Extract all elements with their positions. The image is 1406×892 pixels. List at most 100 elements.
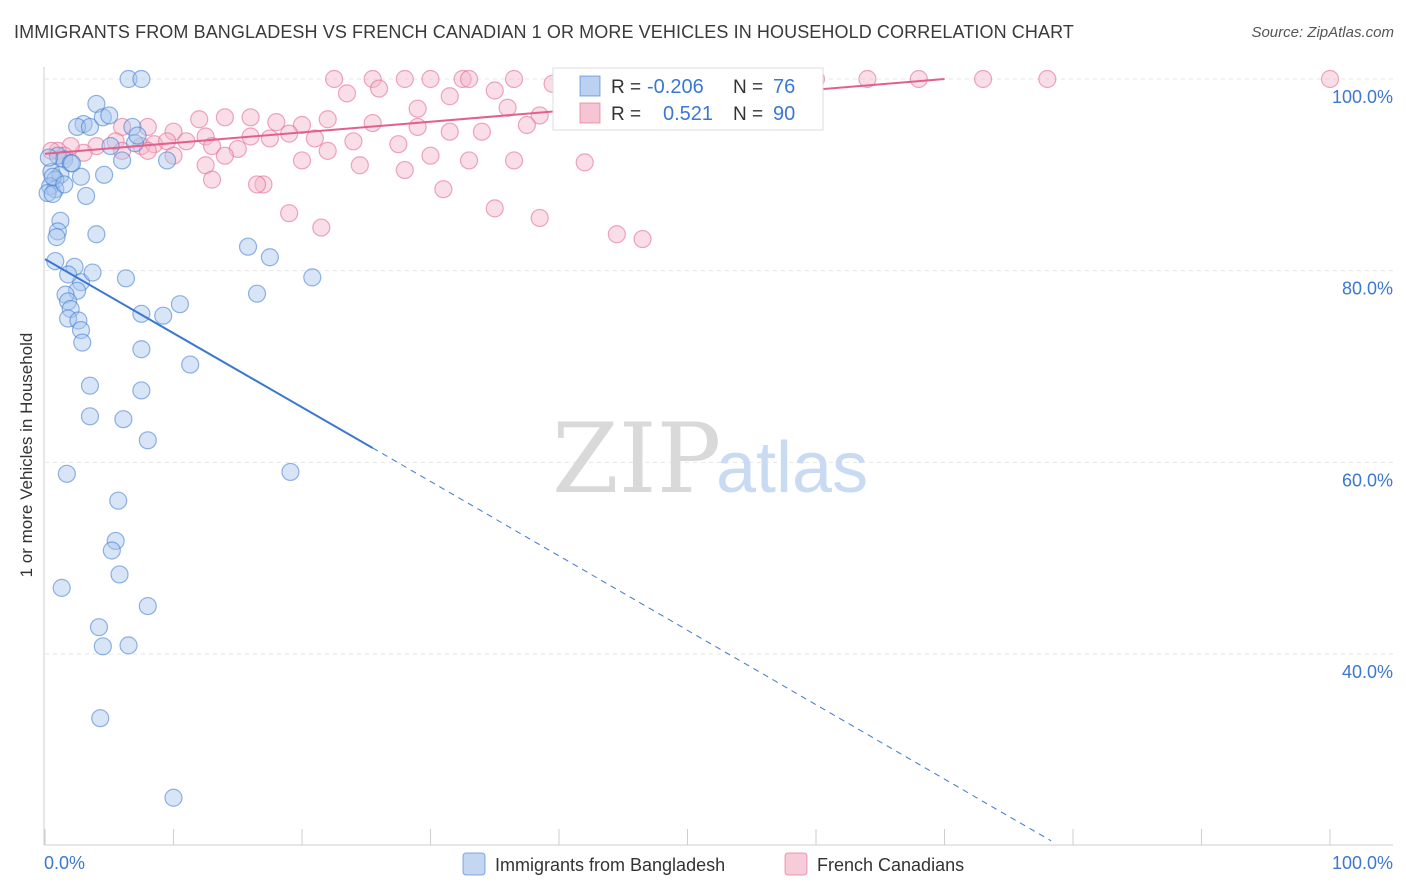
bangladesh-point-71 xyxy=(55,175,74,194)
french-canadian-point-49 xyxy=(260,129,279,148)
bangladesh-point-50 xyxy=(132,340,151,359)
bangladesh-point-57 xyxy=(57,464,76,483)
french-canadian-point-46 xyxy=(164,122,183,141)
french-canadian-point-78 xyxy=(350,156,369,175)
bottom-legend-swatch-pink xyxy=(784,852,808,876)
french-canadian-point-39 xyxy=(363,113,382,133)
data-points xyxy=(38,69,1340,807)
french-canadian-point-4 xyxy=(453,69,472,89)
bangladesh-point-58 xyxy=(281,462,300,482)
legend-swatch-pink xyxy=(579,102,601,124)
bangladesh-trend-extension xyxy=(372,447,1052,842)
french-canadian-point-79 xyxy=(395,160,414,180)
french-canadian-point-83 xyxy=(434,180,453,199)
legend-n-label-pink: N = xyxy=(733,104,763,125)
legend-r-value-pink: 0.521 xyxy=(663,103,713,125)
legend-swatch-blue xyxy=(579,75,601,97)
legend-r-label-blue: R = xyxy=(611,77,641,98)
bangladesh-point-64 xyxy=(138,596,157,616)
french-canadian-point-36 xyxy=(318,110,337,129)
axes xyxy=(43,67,1393,846)
french-canadian-point-32 xyxy=(530,106,549,125)
bangladesh-point-67 xyxy=(119,636,138,655)
bangladesh-point-66 xyxy=(93,637,112,656)
bangladesh-point-53 xyxy=(132,381,151,400)
y-tick-label-0: 40.0% xyxy=(1342,662,1393,682)
bottom-legend-swatch-blue xyxy=(462,852,486,876)
bangladesh-point-74 xyxy=(112,151,132,170)
french-canadian-point-88 xyxy=(607,225,626,244)
bangladesh-point-5 xyxy=(80,117,100,137)
french-canadian-point-26 xyxy=(440,87,459,106)
legend-n-label-blue: N = xyxy=(733,77,763,98)
bangladesh-point-47 xyxy=(260,248,279,267)
bottom-legend-label-pink: French Canadians xyxy=(817,855,964,875)
bangladesh-point-23 xyxy=(77,186,96,206)
french-canadian-point-74 xyxy=(504,151,524,170)
bottom-legend-label-blue: Immigrants from Bangladesh xyxy=(495,855,725,875)
bangladesh-point-21 xyxy=(38,183,57,203)
y-tick-label-2: 80.0% xyxy=(1342,279,1393,299)
french-canadian-point-84 xyxy=(280,204,299,223)
french-canadian-point-73 xyxy=(459,151,479,170)
grid xyxy=(45,78,1393,655)
bangladesh-point-48 xyxy=(303,268,322,287)
bangladesh-point-61 xyxy=(102,541,121,560)
bangladesh-point-75 xyxy=(101,136,120,156)
bangladesh-point-0 xyxy=(119,69,138,89)
bangladesh-point-25 xyxy=(48,222,67,241)
bangladesh-point-33 xyxy=(116,269,136,288)
legend-r-value-blue: -0.206 xyxy=(647,76,704,98)
bangladesh-point-4 xyxy=(68,117,87,137)
bangladesh-point-46 xyxy=(238,237,258,256)
bangladesh-point-65 xyxy=(89,618,109,637)
french-canadian-point-18 xyxy=(973,69,993,89)
bangladesh-point-52 xyxy=(80,376,100,395)
french-canadian-point-38 xyxy=(292,115,312,135)
bangladesh-point-54 xyxy=(80,407,100,426)
french-canadian-point-3 xyxy=(421,69,440,89)
bangladesh-point-17 xyxy=(71,167,91,186)
legend-r-label-pink: R = xyxy=(611,104,641,125)
bangladesh-point-60 xyxy=(106,531,125,551)
chart-title: IMMIGRANTS FROM BANGLADESH VS FRENCH CAN… xyxy=(14,22,1074,42)
french-canadian-point-72 xyxy=(421,146,440,165)
legend-n-value-pink: 90 xyxy=(773,103,795,125)
bangladesh-point-32 xyxy=(83,263,102,282)
french-canadian-point-71 xyxy=(318,141,337,160)
french-canadian-point-1 xyxy=(363,69,382,89)
french-canadian-point-16 xyxy=(858,69,877,89)
source-label: Source: ZipAtlas.com xyxy=(1251,24,1394,41)
x-tick-labels: 0.0% 100.0% xyxy=(44,853,1393,873)
bangladesh-point-56 xyxy=(138,431,157,450)
bangladesh-point-28 xyxy=(157,151,177,170)
french-canadian-point-19 xyxy=(1038,69,1057,89)
french-canadian-point-82 xyxy=(247,175,267,194)
bangladesh-point-26 xyxy=(47,228,66,247)
french-canadian-point-89 xyxy=(633,229,652,249)
bangladesh-point-35 xyxy=(68,281,87,300)
bangladesh-point-63 xyxy=(52,578,71,597)
bangladesh-trend-line xyxy=(44,258,374,449)
french-canadian-point-24 xyxy=(370,79,389,98)
french-canadian-point-6 xyxy=(504,69,524,89)
bangladesh-point-62 xyxy=(110,565,129,584)
bangladesh-point-10 xyxy=(128,126,147,145)
bangladesh-point-1 xyxy=(132,69,151,89)
french-canadian-point-40 xyxy=(408,117,427,137)
french-canadian-point-2 xyxy=(395,69,414,89)
bangladesh-point-44 xyxy=(154,306,173,325)
french-canadian-point-34 xyxy=(215,108,234,127)
bangladesh-point-9 xyxy=(100,106,119,125)
legend-n-value-blue: 76 xyxy=(773,76,795,98)
french-canadian-point-35 xyxy=(190,110,209,129)
french-canadian-point-41 xyxy=(440,122,459,141)
bangladesh-point-42 xyxy=(73,333,92,352)
french-canadian-point-75 xyxy=(575,153,594,172)
french-canadian-point-87 xyxy=(530,208,549,228)
bangladesh-point-68 xyxy=(91,709,110,728)
french-canadian-point-52 xyxy=(344,132,363,151)
french-canadian-point-25 xyxy=(485,81,504,100)
bangladesh-point-51 xyxy=(181,355,200,374)
